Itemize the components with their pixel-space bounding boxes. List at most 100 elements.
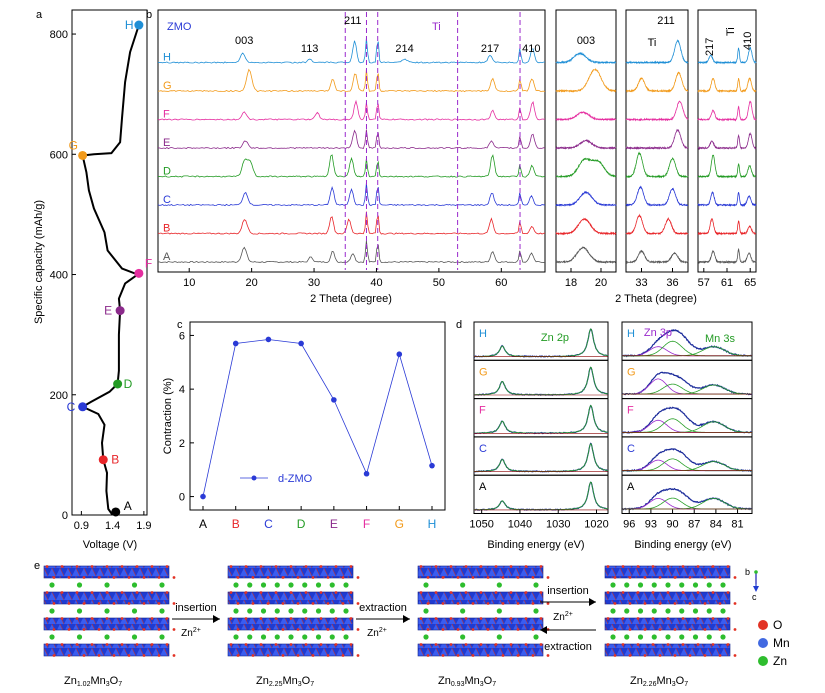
o-atom: [304, 617, 308, 620]
panel-d-left-data-C: [473, 442, 609, 473]
o-atom: [621, 591, 625, 594]
zn-atom: [665, 634, 671, 640]
structure-1: [43, 565, 176, 657]
o-atom: [711, 565, 715, 568]
panel-b-peak-label: 410: [522, 43, 540, 55]
panel-d-left-fit-F: [474, 404, 609, 434]
zn-atom: [260, 634, 267, 640]
panel-a-point-label: G: [69, 138, 78, 152]
o-atom: [67, 602, 71, 605]
o-atom: [165, 565, 169, 568]
panel-c-ylabel: Contraction (%): [162, 378, 174, 454]
o-atom: [82, 654, 86, 657]
o-atom: [281, 576, 285, 579]
panel-a-frame: [71, 9, 148, 516]
panel-e-structures: [43, 565, 737, 657]
o-atom: [494, 617, 498, 620]
o-atom: [266, 602, 270, 605]
o-atom: [546, 602, 550, 605]
o-atom: [681, 617, 685, 620]
zn-atom: [496, 582, 502, 588]
o-atom: [120, 565, 124, 568]
o-atom: [726, 591, 730, 594]
zn-atom: [496, 634, 502, 640]
o-atom: [75, 643, 79, 646]
o-atom: [696, 565, 700, 568]
o-atom: [135, 591, 139, 594]
zn-atom: [247, 582, 253, 588]
o-atom: [449, 617, 453, 620]
zn-atom: [159, 634, 165, 640]
o-atom: [311, 628, 315, 631]
o-atom: [673, 628, 677, 631]
axis-b-label: b: [745, 567, 750, 577]
o-atom: [456, 602, 460, 605]
o-atom: [105, 643, 109, 646]
zn-atom: [343, 634, 349, 640]
zn-atom: [423, 582, 429, 588]
o-atom: [531, 628, 535, 631]
o-atom: [244, 617, 248, 620]
svg-text:Zn2.25Mn3O7: Zn2.25Mn3O7: [256, 675, 314, 688]
o-atom: [349, 643, 353, 646]
panel-a-point-G: [78, 150, 88, 160]
o-atom: [471, 628, 475, 631]
o-atom: [606, 617, 610, 620]
o-atom: [112, 654, 116, 657]
o-atom: [494, 643, 498, 646]
o-atom: [696, 617, 700, 620]
panel-b-sample-label-B: B: [163, 223, 170, 235]
svg-text:extraction: extraction: [544, 641, 592, 653]
panel-b-peak-labels: 003 113 211 214 217 410: [235, 15, 540, 55]
panel-b-sub-xtick-label: 33: [635, 277, 647, 289]
o-atom: [733, 602, 737, 605]
zn-atom: [76, 582, 83, 588]
o-atom: [658, 602, 662, 605]
panel-b-peak-label: 113: [301, 43, 319, 55]
zn-atom: [460, 608, 466, 614]
zn-atom: [104, 582, 110, 588]
o-atom: [636, 617, 640, 620]
zn-atom: [423, 608, 429, 614]
zn-atom: [159, 582, 165, 588]
o-atom: [703, 576, 707, 579]
zn-atom: [302, 582, 308, 588]
o-atom: [341, 654, 345, 657]
o-atom: [449, 591, 453, 594]
o-atom: [319, 591, 323, 594]
zn-atom: [329, 608, 335, 614]
o-atom: [127, 602, 131, 605]
o-atom: [251, 602, 255, 605]
o-atom: [643, 628, 647, 631]
zn-atom: [131, 634, 138, 640]
panel-d-left-xtick-label: 1040: [508, 519, 532, 531]
zn-atom: [624, 608, 630, 614]
panel-b-sub1-trace-E: [555, 139, 617, 150]
panel-b-sub2-trace-D: [625, 151, 689, 179]
o-atom: [251, 654, 255, 657]
panel-b-main-traces: [157, 12, 546, 270]
o-atom: [419, 565, 423, 568]
zn-atom: [233, 582, 239, 588]
zn-atom: [260, 582, 267, 588]
panel-d-xlabel-right: Binding energy (eV): [634, 539, 731, 551]
zn-atom: [274, 634, 280, 640]
zn-atom: [706, 634, 712, 640]
o-atom: [45, 565, 49, 568]
o-atom: [349, 617, 353, 620]
panel-c-ytick-label: 2: [179, 438, 185, 450]
panel-c-xtick-label: A: [199, 517, 207, 531]
o-atom: [613, 576, 617, 579]
o-atom: [733, 628, 737, 631]
svg-text:insertion: insertion: [175, 602, 217, 614]
o-atom: [486, 628, 490, 631]
o-atom: [105, 591, 109, 594]
o-atom: [157, 602, 161, 605]
panel-b-sub2-frame: [625, 9, 689, 273]
panel-a-point-D: [113, 379, 123, 389]
o-atom: [229, 565, 233, 568]
o-atom: [666, 617, 670, 620]
o-atom: [60, 617, 64, 620]
